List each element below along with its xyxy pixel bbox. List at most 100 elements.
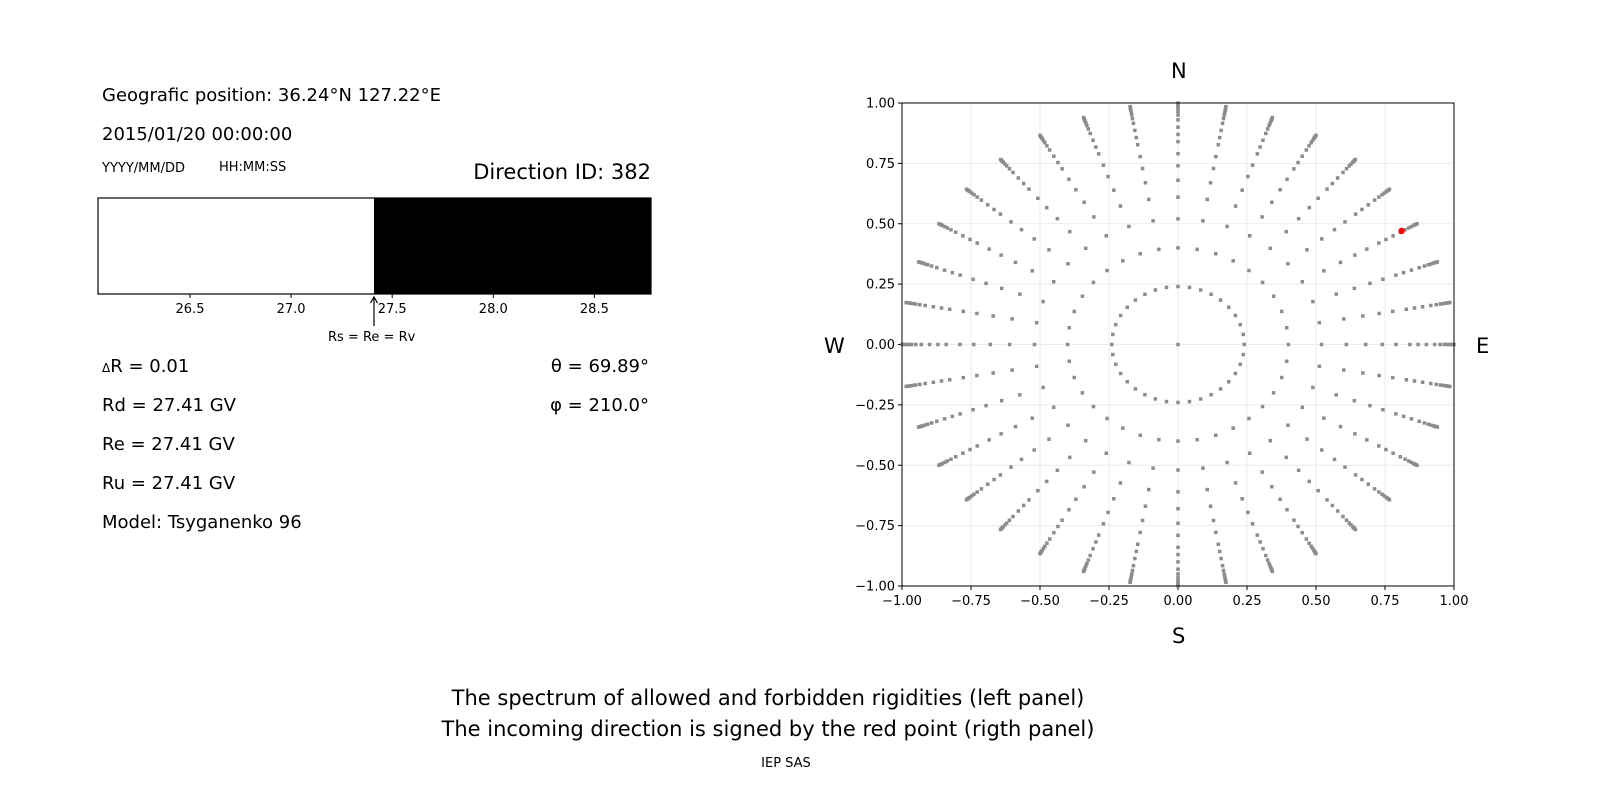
grid-point bbox=[1187, 399, 1192, 404]
grid-point bbox=[1032, 448, 1036, 452]
grid-point bbox=[1360, 207, 1364, 212]
grid-point bbox=[1091, 546, 1095, 551]
grid-point bbox=[1222, 574, 1227, 579]
grid-point bbox=[1052, 530, 1056, 535]
grid-point bbox=[1300, 279, 1305, 284]
grid-point bbox=[1224, 580, 1228, 585]
grid-point bbox=[1353, 432, 1357, 436]
grid-point bbox=[999, 286, 1004, 291]
grid-point bbox=[1030, 269, 1034, 273]
grid-point bbox=[1349, 162, 1353, 166]
grid-point bbox=[1372, 198, 1377, 202]
grid-point bbox=[1310, 138, 1315, 143]
grid-point bbox=[1347, 164, 1351, 168]
grid-point bbox=[1133, 387, 1138, 391]
marker-arrow-head bbox=[369, 295, 379, 304]
grid-point bbox=[1240, 188, 1244, 192]
grid-point bbox=[971, 277, 975, 281]
grid-point bbox=[1211, 166, 1216, 171]
grid-point bbox=[1296, 216, 1301, 221]
grid-point bbox=[1412, 306, 1417, 310]
grid-point bbox=[1381, 277, 1385, 281]
grid-point bbox=[1138, 251, 1142, 256]
grid-point bbox=[1041, 299, 1045, 304]
grid-point bbox=[991, 371, 995, 375]
grid-point bbox=[1448, 384, 1452, 389]
grid-point bbox=[1240, 497, 1244, 501]
grid-point bbox=[923, 303, 927, 308]
grid-point bbox=[1353, 527, 1358, 532]
grid-point bbox=[1377, 373, 1381, 378]
grid-point bbox=[1219, 128, 1223, 133]
grid-point bbox=[1417, 419, 1421, 424]
grid-point bbox=[1011, 514, 1015, 519]
grid-point bbox=[1316, 488, 1320, 493]
grid-point bbox=[1432, 342, 1437, 347]
grid-point bbox=[1222, 110, 1227, 115]
grid-point bbox=[1111, 352, 1115, 357]
grid-point bbox=[1096, 152, 1101, 156]
grid-point bbox=[958, 273, 962, 277]
grid-point bbox=[1134, 549, 1139, 554]
grid-point bbox=[1133, 556, 1137, 561]
y-tick-label: −0.50 bbox=[855, 459, 895, 474]
grid-point bbox=[1027, 187, 1031, 191]
grid-point bbox=[1406, 226, 1411, 230]
x-tick-label: 0.25 bbox=[1233, 594, 1262, 609]
grid-point bbox=[1176, 118, 1180, 122]
grid-point bbox=[931, 380, 936, 384]
grid-point bbox=[1420, 380, 1425, 384]
grid-point bbox=[1334, 393, 1338, 397]
grid-point bbox=[1016, 176, 1021, 180]
grid-point bbox=[1067, 325, 1072, 330]
grid-point bbox=[913, 383, 918, 387]
grid-point bbox=[1390, 309, 1395, 314]
grid-point bbox=[1270, 569, 1275, 574]
grid-point bbox=[1056, 160, 1060, 165]
grid-point bbox=[1157, 247, 1161, 252]
grid-point bbox=[1110, 342, 1114, 347]
grid-point bbox=[968, 447, 972, 452]
grid-point bbox=[1072, 309, 1077, 314]
grid-point bbox=[1335, 176, 1340, 180]
grid-point bbox=[1404, 307, 1409, 312]
grid-point bbox=[961, 234, 965, 238]
grid-point bbox=[1091, 138, 1095, 143]
grid-point bbox=[935, 419, 939, 424]
grid-point bbox=[1041, 546, 1046, 551]
grid-point bbox=[1309, 544, 1313, 549]
grid-point bbox=[1019, 227, 1024, 232]
grid-point bbox=[1300, 154, 1304, 159]
grid-point bbox=[1270, 115, 1275, 120]
grid-point bbox=[1176, 178, 1180, 183]
grid-point bbox=[1434, 302, 1438, 307]
grid-point bbox=[1334, 292, 1338, 296]
grid-point bbox=[1248, 451, 1252, 456]
grid-point bbox=[1261, 138, 1265, 143]
grid-point bbox=[984, 403, 988, 408]
grid-point bbox=[1380, 492, 1384, 497]
grid-point bbox=[1438, 302, 1443, 306]
grid-point bbox=[998, 212, 1003, 216]
grid-point bbox=[1222, 572, 1226, 576]
grid-point bbox=[1363, 342, 1368, 347]
grid-point bbox=[1218, 298, 1223, 302]
grid-point bbox=[1222, 113, 1226, 117]
grid-point bbox=[1377, 195, 1381, 199]
grid-point bbox=[1344, 518, 1349, 522]
grid-point bbox=[1250, 163, 1255, 167]
grid-point bbox=[1135, 542, 1140, 547]
grid-point bbox=[1011, 170, 1015, 175]
grid-point bbox=[1118, 481, 1123, 485]
scatter-frame bbox=[901, 102, 1455, 587]
grid-point bbox=[1130, 572, 1134, 576]
grid-point bbox=[1438, 383, 1443, 387]
grid-point bbox=[1255, 152, 1260, 156]
grid-point bbox=[1036, 196, 1040, 201]
grid-point bbox=[1219, 556, 1223, 561]
grid-point bbox=[1322, 269, 1326, 273]
grid-point bbox=[1041, 385, 1045, 390]
grid-point bbox=[975, 311, 979, 316]
grid-point bbox=[1003, 162, 1007, 166]
